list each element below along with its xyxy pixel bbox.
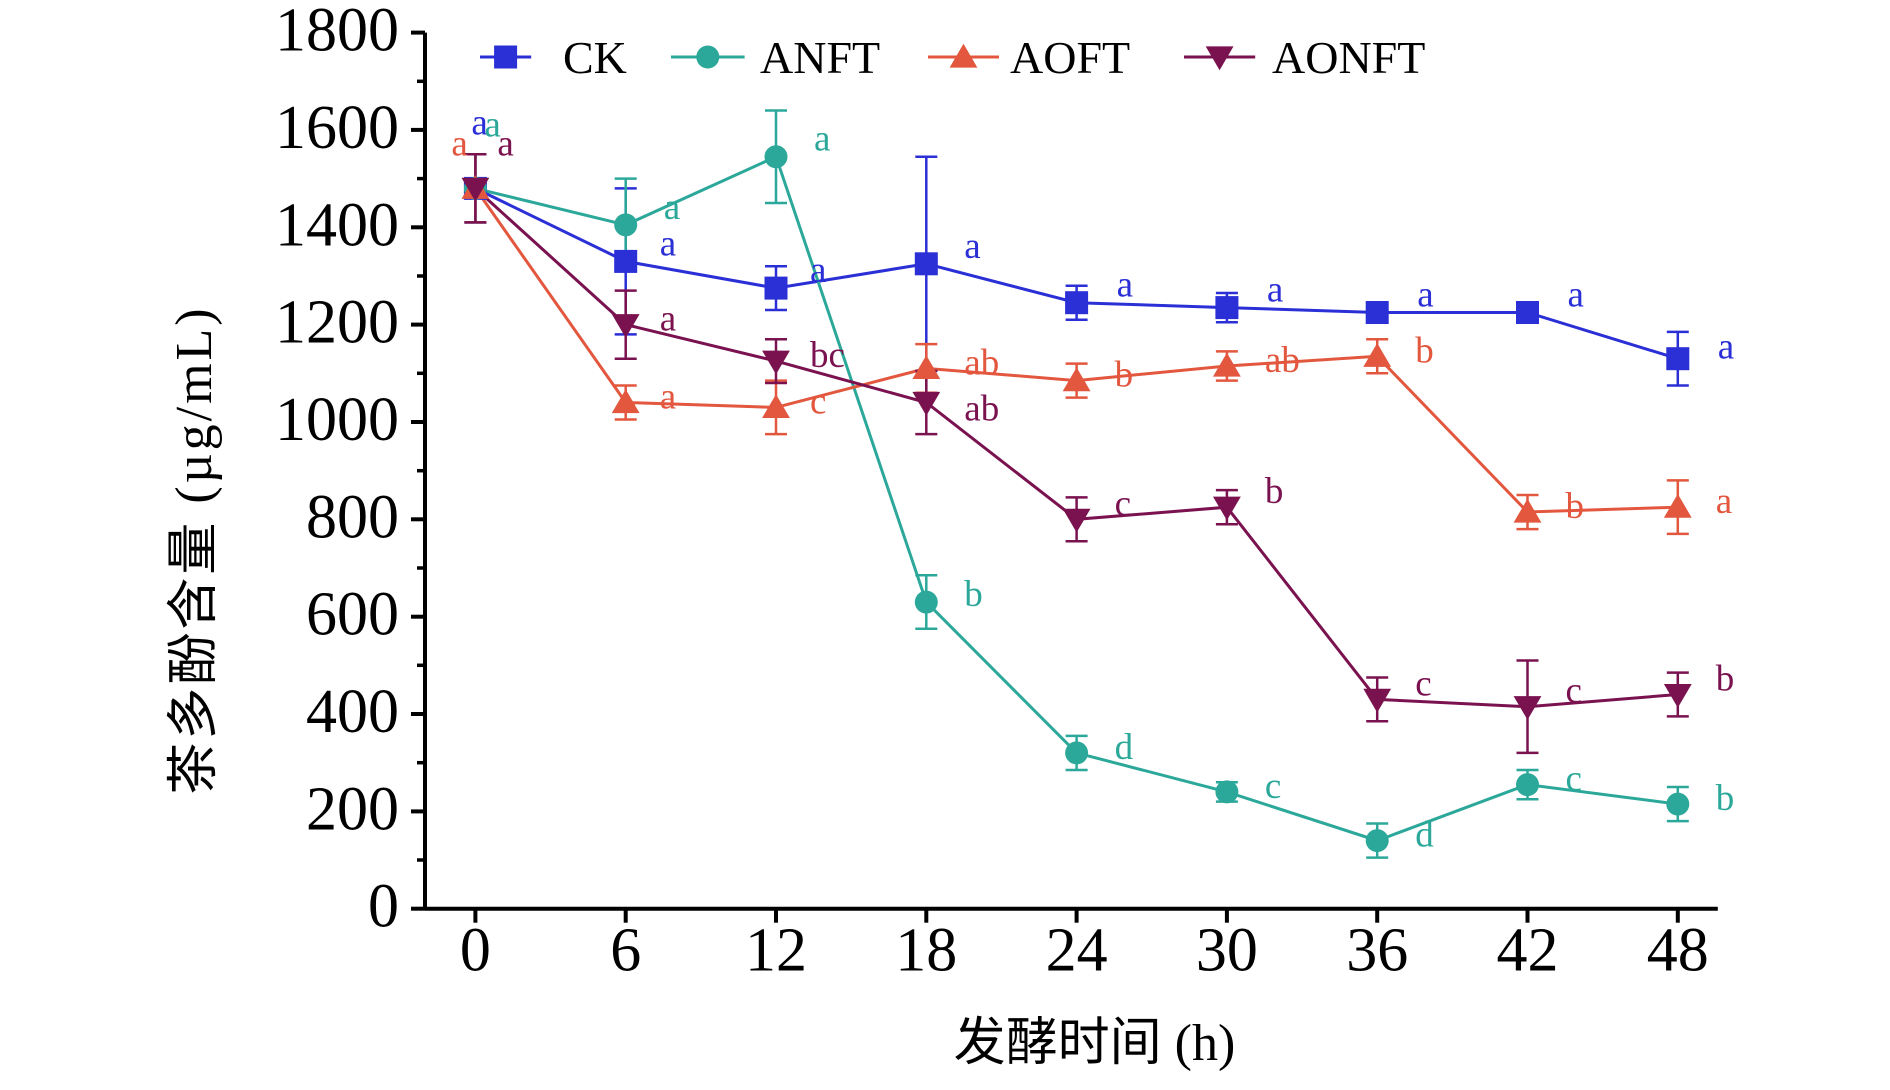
- svg-text:a: a: [810, 250, 826, 291]
- svg-text:ab: ab: [1265, 340, 1300, 381]
- svg-text:18: 18: [895, 917, 957, 985]
- svg-text:a: a: [964, 226, 980, 267]
- svg-text:a: a: [1117, 265, 1133, 306]
- svg-text:c: c: [1265, 766, 1281, 807]
- svg-text:a: a: [451, 123, 467, 164]
- svg-text:a: a: [1568, 275, 1584, 316]
- svg-text:6: 6: [610, 917, 641, 985]
- svg-text:0: 0: [460, 917, 491, 985]
- svg-text:d: d: [1115, 727, 1134, 768]
- svg-text:d: d: [1415, 815, 1434, 856]
- svg-text:a: a: [1716, 481, 1732, 522]
- svg-text:30: 30: [1196, 917, 1258, 985]
- svg-text:b: b: [1716, 659, 1735, 700]
- svg-text:a: a: [497, 123, 513, 164]
- svg-text:a: a: [1267, 270, 1283, 311]
- svg-text:AONFT: AONFT: [1272, 32, 1425, 83]
- svg-text:12: 12: [745, 917, 807, 985]
- svg-text:AOFT: AOFT: [1010, 32, 1130, 83]
- svg-text:a: a: [660, 223, 676, 264]
- svg-text:36: 36: [1346, 917, 1408, 985]
- svg-text:0: 0: [368, 873, 399, 941]
- svg-text:a: a: [664, 187, 680, 228]
- svg-text:1000: 1000: [275, 386, 399, 454]
- svg-text:ab: ab: [964, 342, 999, 383]
- svg-text:b: b: [1566, 486, 1585, 527]
- svg-text:200: 200: [306, 775, 399, 843]
- svg-text:800: 800: [306, 483, 399, 551]
- svg-text:b: b: [1115, 355, 1134, 396]
- svg-text:a: a: [1718, 327, 1734, 368]
- svg-text:48: 48: [1647, 917, 1709, 985]
- svg-text:a: a: [1417, 275, 1433, 316]
- svg-text:42: 42: [1497, 917, 1559, 985]
- svg-text:400: 400: [306, 678, 399, 746]
- svg-text:1200: 1200: [275, 289, 399, 357]
- svg-text:1400: 1400: [275, 191, 399, 259]
- svg-text:c: c: [1566, 759, 1582, 800]
- svg-text:b: b: [964, 574, 983, 615]
- svg-text:b: b: [1265, 471, 1284, 512]
- svg-text:bc: bc: [810, 335, 845, 376]
- svg-text:CK: CK: [563, 32, 627, 83]
- svg-text:b: b: [1415, 330, 1434, 371]
- svg-text:c: c: [1415, 663, 1431, 704]
- svg-text:c: c: [1115, 483, 1131, 524]
- svg-text:b: b: [1716, 778, 1735, 819]
- svg-text:600: 600: [306, 581, 399, 649]
- svg-text:c: c: [1566, 671, 1582, 712]
- svg-text:1600: 1600: [275, 94, 399, 162]
- svg-text:a: a: [484, 104, 500, 145]
- svg-text:ANFT: ANFT: [760, 32, 880, 83]
- svg-text:a: a: [660, 299, 676, 340]
- svg-text:a: a: [814, 119, 830, 160]
- svg-text:ab: ab: [964, 389, 999, 430]
- svg-text:a: a: [471, 102, 487, 143]
- svg-text:24: 24: [1046, 917, 1108, 985]
- svg-text:c: c: [810, 381, 826, 422]
- svg-text:a: a: [660, 377, 676, 418]
- svg-text:1800: 1800: [275, 0, 399, 65]
